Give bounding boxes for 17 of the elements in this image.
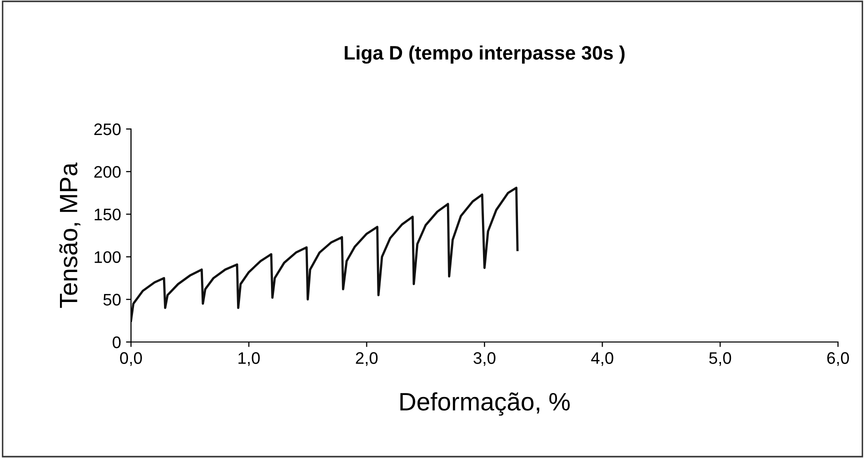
x-axis-title: Deformação, %	[400, 392, 570, 416]
x-tick-label: 6,0	[827, 352, 849, 366]
x-tick-label: 2,0	[356, 352, 378, 366]
x-tick-label: 1,0	[238, 352, 260, 366]
x-tick-label: 0,0	[120, 352, 142, 366]
x-tick-label: 3,0	[474, 352, 496, 366]
y-tick-label: 250	[94, 123, 121, 136]
line-series	[131, 186, 519, 322]
x-tick-label: 5,0	[709, 352, 732, 366]
y-tick-label: 0	[112, 336, 121, 348]
y-tick-label: 150	[94, 208, 121, 220]
x-tick-label: 4,0	[591, 352, 614, 366]
chart-title: Liga D (tempo interpasse 30s )	[344, 45, 625, 64]
y-tick-label: 200	[94, 166, 121, 178]
y-tick-label: 50	[103, 294, 121, 306]
y-axis-title: Tensão, MPa	[59, 162, 80, 308]
y-tick-label: 100	[94, 251, 121, 264]
